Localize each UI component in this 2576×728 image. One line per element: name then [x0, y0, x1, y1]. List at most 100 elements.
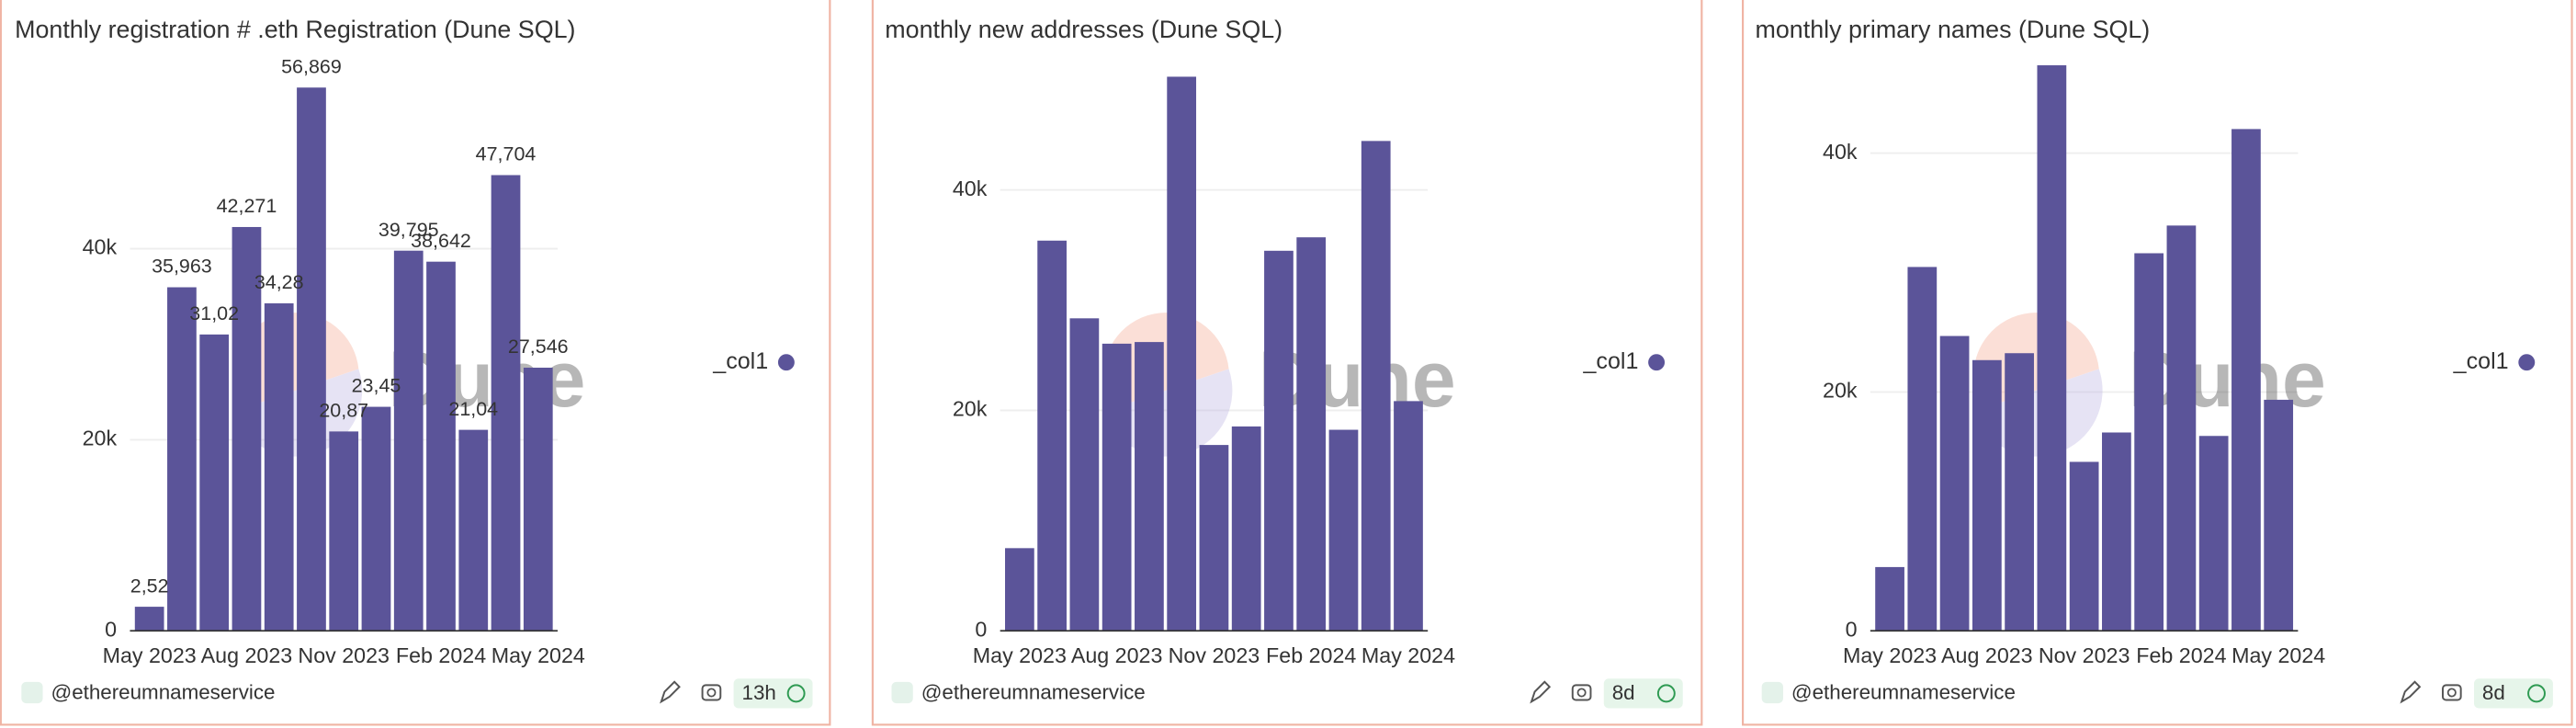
bar — [297, 87, 326, 631]
bar — [2166, 225, 2197, 631]
bar — [2198, 436, 2229, 631]
legend-dot — [2518, 354, 2536, 371]
bar — [2037, 65, 2067, 631]
x-tick-label: May 2023 — [973, 643, 1067, 667]
edit-icon — [2400, 680, 2422, 704]
author-avatar — [21, 681, 43, 704]
data-label: 42,271 — [217, 195, 277, 217]
screenshot-lens — [706, 688, 717, 698]
edit-icon — [1530, 680, 1552, 704]
author-name: @ethereumnameservice — [921, 680, 1146, 703]
bar — [1972, 359, 2002, 631]
refresh-time: 8d — [2482, 681, 2505, 704]
bar — [1907, 267, 1938, 631]
y-tick-label: 40k — [83, 235, 118, 259]
data-label: 21,04 — [448, 398, 498, 420]
refresh-time: 13h — [742, 681, 776, 704]
y-tick-label: 0 — [105, 617, 117, 641]
legend-label: _col1 — [1582, 348, 1638, 374]
data-label: 47,704 — [476, 143, 537, 165]
data-label: 34,28 — [254, 271, 304, 293]
data-label: 56,869 — [281, 55, 342, 77]
refresh-ok-icon — [786, 684, 806, 703]
bar — [2005, 353, 2034, 631]
legend-label: _col1 — [2453, 348, 2509, 374]
y-tick-label: 20k — [953, 397, 988, 421]
bar — [361, 406, 391, 631]
x-tick-label: Nov 2023 — [1169, 643, 1260, 667]
bar — [1102, 343, 1132, 631]
bar — [1939, 336, 1970, 631]
bar — [1199, 445, 1229, 631]
bar — [329, 431, 359, 631]
screenshot-icon — [701, 684, 722, 701]
legend-label: _col1 — [712, 348, 768, 374]
bar — [1037, 240, 1067, 631]
x-tick-label: May 2023 — [103, 643, 197, 667]
x-tick-label: Aug 2023 — [1941, 643, 2033, 667]
data-label: 38,642 — [411, 230, 471, 252]
x-tick-label: May 2024 — [491, 643, 585, 667]
bar — [1264, 250, 1294, 631]
author-avatar — [891, 681, 913, 704]
bar — [264, 303, 294, 631]
chart-title: Monthly registration # .eth Registration… — [15, 16, 575, 43]
x-tick-label: May 2024 — [2231, 643, 2325, 667]
x-tick-label: Aug 2023 — [1071, 643, 1163, 667]
x-tick-label: Nov 2023 — [298, 643, 390, 667]
screenshot-lens — [1576, 688, 1587, 698]
screenshot-icon — [1571, 684, 1592, 701]
bar — [458, 429, 489, 631]
bar — [2102, 432, 2131, 631]
x-tick-label: Feb 2024 — [1266, 643, 1356, 667]
data-label: 20,87 — [319, 400, 368, 422]
bar — [1004, 548, 1034, 631]
chart-title: monthly primary names (Dune SQL) — [1756, 16, 2151, 43]
data-label: 23,45 — [352, 375, 401, 397]
screenshot-icon — [2441, 684, 2462, 701]
edit-icon — [660, 680, 681, 704]
x-tick-label: Nov 2023 — [2039, 643, 2130, 667]
bar — [1361, 141, 1391, 631]
author-avatar — [1761, 681, 1783, 704]
bar — [1328, 429, 1359, 631]
chart-title: monthly new addresses (Dune SQL) — [885, 16, 1282, 43]
panel-border — [871, 0, 1703, 726]
data-label: 39,795 — [378, 219, 439, 241]
y-tick-label: 20k — [83, 427, 118, 450]
bar — [1231, 426, 1261, 631]
panel-border — [1742, 0, 2573, 726]
bar — [2134, 253, 2164, 631]
x-tick-label: May 2023 — [1843, 643, 1937, 667]
x-tick-label: Feb 2024 — [396, 643, 486, 667]
bar — [1135, 342, 1164, 631]
x-tick-label: Aug 2023 — [201, 643, 293, 667]
bar — [393, 250, 424, 631]
bar — [1167, 76, 1197, 631]
refresh-ok-icon — [2527, 684, 2546, 703]
bar — [491, 175, 521, 631]
bar — [1296, 237, 1327, 631]
bar — [426, 261, 456, 631]
author-name: @ethereumnameservice — [1791, 680, 2016, 703]
bar — [167, 287, 197, 631]
author-name: @ethereumnameservice — [51, 680, 276, 703]
bar — [523, 368, 553, 631]
bar — [232, 226, 262, 631]
bar — [2069, 461, 2099, 631]
bar — [1875, 566, 1904, 631]
x-tick-label: Feb 2024 — [2136, 643, 2226, 667]
bar — [1069, 318, 1100, 631]
bar — [2231, 129, 2261, 631]
y-tick-label: 40k — [953, 176, 988, 200]
refresh-time: 8d — [1612, 681, 1635, 704]
panel: Monthly registration # .eth Registration… — [0, 0, 831, 726]
bar — [2264, 399, 2294, 631]
y-tick-label: 20k — [1823, 379, 1858, 403]
data-label: 35,963 — [152, 256, 212, 278]
bar — [1394, 401, 1423, 631]
bar — [199, 334, 230, 631]
panel-border — [0, 0, 831, 726]
